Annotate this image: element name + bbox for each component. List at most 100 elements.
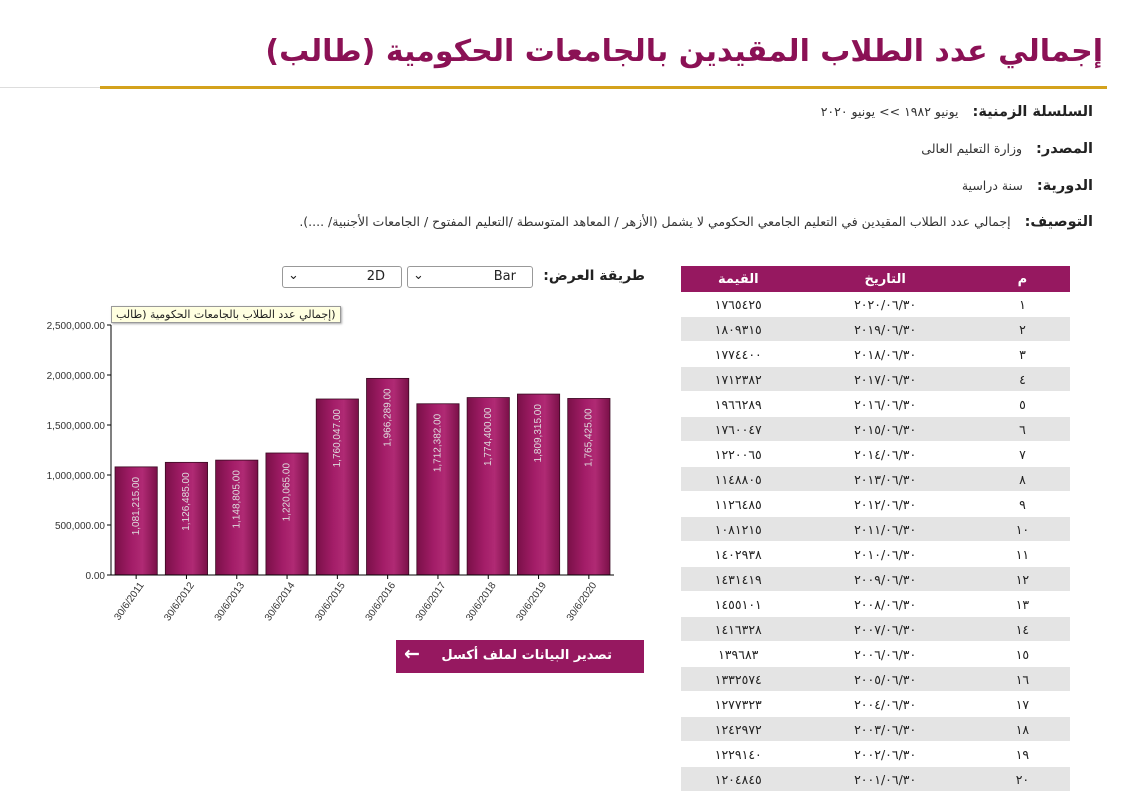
- display-mode-label: طريقة العرض:: [543, 268, 645, 284]
- cell-date: ٢٠٠٦/٠٦/٣٠: [795, 641, 975, 667]
- bar: [366, 377, 410, 576]
- data-table: م التاريخ القيمة ١ ٢٠٢٠/٠٦/٣٠ ١٧٦٥٤٢٥ ٢ ٢٠١٩…: [681, 266, 1070, 792]
- cell-date: ٢٠١٩/٠٦/٣٠: [795, 316, 975, 342]
- bar: [215, 459, 259, 576]
- bar: [315, 398, 359, 576]
- cell-value: ١٧٦٥٤٢٥: [681, 292, 796, 317]
- cell-index: ٥: [974, 391, 1070, 417]
- y-tick-label: 1,500,000.00: [47, 421, 106, 432]
- cell-index: ١١: [974, 541, 1070, 567]
- cell-index: ١٦: [974, 666, 1070, 692]
- bar-chart: 0.00 500,000.00 1,000,000.00 1,500,000.00 2,…: [47, 321, 614, 623]
- cell-date: ٢٠٠١/٠٦/٣٠: [795, 766, 975, 792]
- cell-value: ١١٤٨٨٠٥: [681, 466, 796, 492]
- chart-title: (إجمالي عدد الطلاب بالجامعات الحكومية (ط…: [111, 306, 341, 323]
- table-row: ١٠ ٢٠١١/٠٦/٣٠ ١٠٨١٢١٥: [681, 516, 1070, 542]
- cell-index: ٢٠: [974, 766, 1070, 792]
- table-row: ١٢ ٢٠٠٩/٠٦/٣٠ ١٤٣١٤١٩: [681, 566, 1070, 592]
- cell-date: ٢٠١٣/٠٦/٣٠: [795, 466, 975, 492]
- bar: [416, 403, 460, 576]
- dimension-value: 2D: [366, 269, 385, 284]
- column-header-index: م: [974, 266, 1070, 292]
- cell-value: ١٤٥٥١٠١: [681, 591, 796, 617]
- cell-date: ٢٠٠٢/٠٦/٣٠: [795, 741, 975, 767]
- x-tick-label: 30/6/2012: [162, 580, 197, 623]
- cell-index: ٧: [974, 441, 1070, 467]
- title-divider: [100, 86, 1107, 89]
- cell-index: ١٩: [974, 741, 1070, 767]
- meta-periodicity: الدورية: سنة دراسية: [962, 178, 1093, 194]
- table-row: ٣ ٢٠١٨/٠٦/٣٠ ١٧٧٤٤٠٠: [681, 341, 1070, 367]
- chevron-down-icon: ⌄: [288, 268, 299, 283]
- cell-date: ٢٠١٤/٠٦/٣٠: [795, 441, 975, 467]
- x-tick-label: 30/6/2020: [565, 580, 600, 623]
- table-row: ١٣ ٢٠٠٨/٠٦/٣٠ ١٤٥٥١٠١: [681, 591, 1070, 617]
- table-row: ١٦ ٢٠٠٥/٠٦/٣٠ ١٣٣٢٥٧٤: [681, 666, 1070, 692]
- cell-index: ١٠: [974, 516, 1070, 542]
- bar-data-label: 1,809,315.00: [533, 404, 544, 463]
- meta-source-label: المصدر:: [1036, 141, 1093, 157]
- bar: [164, 461, 208, 576]
- chevron-down-icon: ⌄: [413, 268, 424, 283]
- cell-value: ١٢٢٠٠٦٥: [681, 441, 796, 467]
- cell-index: ٨: [974, 466, 1070, 492]
- cell-value: ١٢٤٢٩٧٢: [681, 716, 796, 742]
- x-tick-label: 30/6/2016: [364, 580, 399, 623]
- bar: [517, 393, 561, 576]
- x-tick-label: 30/6/2014: [263, 580, 298, 623]
- bar-data-label: 1,220,065.00: [282, 463, 293, 522]
- table-row: ١٩ ٢٠٠٢/٠٦/٣٠ ١٢٢٩١٤٠: [681, 741, 1070, 767]
- column-header-value: القيمة: [681, 266, 796, 292]
- meta-periodicity-label: الدورية:: [1036, 178, 1093, 194]
- meta-source: المصدر: وزارة التعليم العالى: [921, 141, 1093, 157]
- meta-description-value: إجمالي عدد الطلاب المقيدين في التعليم ال…: [299, 214, 1011, 229]
- meta-source-value: وزارة التعليم العالى: [921, 141, 1023, 156]
- dimension-select[interactable]: 2D ⌄: [282, 266, 402, 288]
- cell-date: ٢٠٢٠/٠٦/٣٠: [795, 292, 975, 317]
- bar-data-label: 1,712,382.00: [433, 413, 444, 472]
- chart-type-value: Bar: [493, 269, 516, 284]
- x-tick-label: 30/6/2013: [213, 580, 248, 623]
- cell-value: ١٣٣٢٥٧٤: [681, 666, 796, 692]
- chart-type-select[interactable]: Bar ⌄: [407, 266, 533, 288]
- table-row: ٩ ٢٠١٢/٠٦/٣٠ ١١٢٦٤٨٥: [681, 491, 1070, 517]
- meta-series: السلسلة الزمنية: يونيو ١٩٨٢ >> يونيو ٢٠٢٠: [821, 104, 1093, 120]
- export-button-label: تصدير البيانات لملف أكسل: [441, 648, 612, 663]
- y-tick-label: 1,000,000.00: [47, 471, 106, 482]
- cell-index: ١٤: [974, 616, 1070, 642]
- cell-date: ٢٠٠٩/٠٦/٣٠: [795, 566, 975, 592]
- meta-description-label: التوصيف:: [1024, 214, 1093, 230]
- cell-date: ٢٠٠٧/٠٦/٣٠: [795, 616, 975, 642]
- y-tick-label: 500,000.00: [55, 521, 105, 532]
- bar: [567, 398, 611, 576]
- x-tick-label: 30/6/2018: [464, 580, 499, 623]
- cell-value: ١٣٩٦٨٣: [681, 641, 796, 667]
- cell-value: ١٩٦٦٢٨٩: [681, 391, 796, 417]
- export-excel-button[interactable]: تصدير البيانات لملف أكسل ←: [396, 640, 644, 673]
- table-row: ٧ ٢٠١٤/٠٦/٣٠ ١٢٢٠٠٦٥: [681, 441, 1070, 467]
- cell-value: ١٢٧٧٣٢٣: [681, 691, 796, 717]
- cell-index: ٦: [974, 416, 1070, 442]
- cell-value: ١٠٨١٢١٥: [681, 516, 796, 542]
- table-row: ٥ ٢٠١٦/٠٦/٣٠ ١٩٦٦٢٨٩: [681, 391, 1070, 417]
- cell-value: ١١٢٦٤٨٥: [681, 491, 796, 517]
- meta-periodicity-value: سنة دراسية: [961, 178, 1023, 193]
- cell-value: ١٧٧٤٤٠٠: [681, 341, 796, 367]
- cell-index: ١٨: [974, 716, 1070, 742]
- bar-data-label: 1,126,485.00: [181, 472, 192, 531]
- title-divider-grey: [0, 87, 100, 88]
- cell-date: ٢٠١٧/٠٦/٣٠: [795, 366, 975, 392]
- cell-index: ١٥: [974, 641, 1070, 667]
- cell-value: ١٨٠٩٣١٥: [681, 316, 796, 342]
- cell-value: ١٢٢٩١٤٠: [681, 741, 796, 767]
- page-title: إجمالي عدد الطلاب المقيدين بالجامعات الح…: [265, 34, 1103, 69]
- table-row: ١٥ ٢٠٠٦/٠٦/٣٠ ١٣٩٦٨٣: [681, 641, 1070, 667]
- table-row: ٦ ٢٠١٥/٠٦/٣٠ ١٧٦٠٠٤٧: [681, 416, 1070, 442]
- cell-date: ٢٠٠٣/٠٦/٣٠: [795, 716, 975, 742]
- table-header-row: م التاريخ القيمة: [681, 266, 1070, 292]
- cell-index: ٩: [974, 491, 1070, 517]
- cell-value: ١٧١٢٣٨٢: [681, 366, 796, 392]
- table-row: ١٧ ٢٠٠٤/٠٦/٣٠ ١٢٧٧٣٢٣: [681, 691, 1070, 717]
- cell-date: ٢٠٠٤/٠٦/٣٠: [795, 691, 975, 717]
- x-tick-label: 30/6/2019: [514, 580, 549, 623]
